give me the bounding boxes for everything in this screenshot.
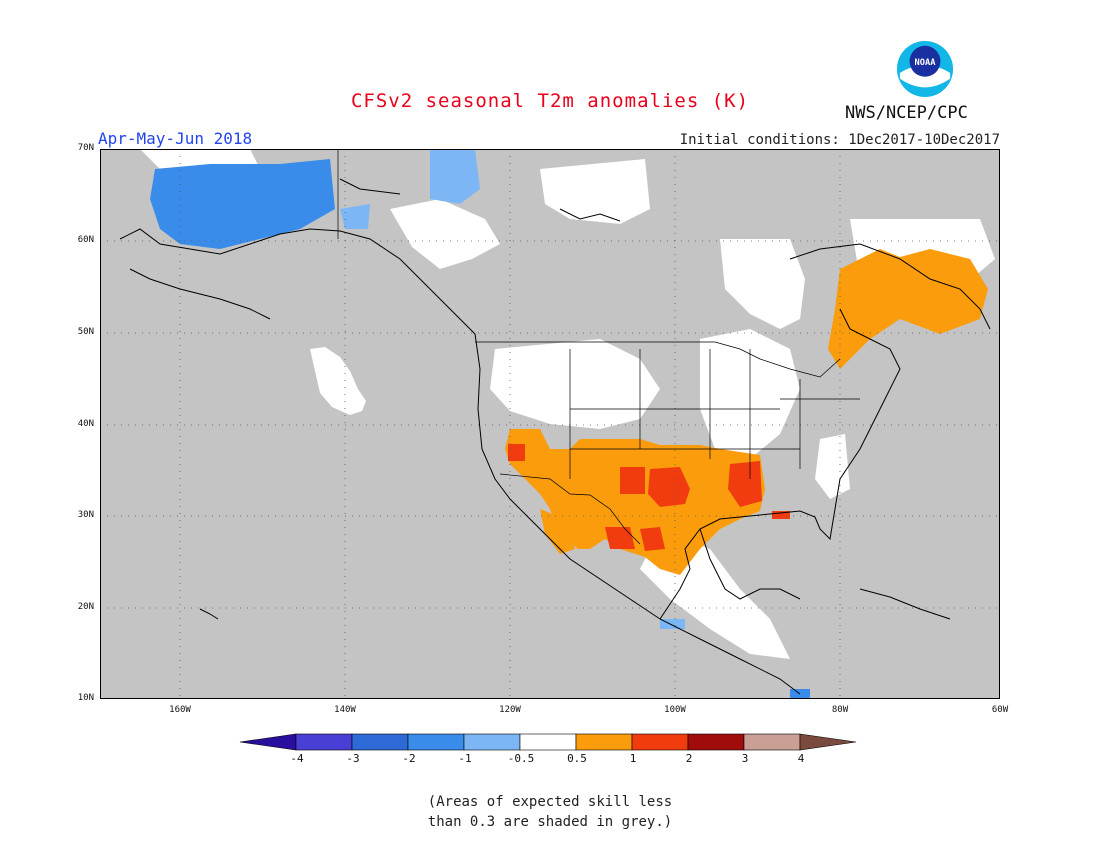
chart-title: CFSv2 seasonal T2m anomalies (K) xyxy=(350,90,750,112)
colorbar-arrow-low xyxy=(239,733,297,751)
political-boundaries xyxy=(337,149,860,545)
colorbar-segment xyxy=(295,733,353,751)
colorbar-segment xyxy=(463,733,521,751)
agency-label: NWS/NCEP/CPC xyxy=(845,103,968,123)
colorbar-label-2: 2 xyxy=(685,752,693,765)
skill-note: (Areas of expected skill less than 0.3 a… xyxy=(0,792,1100,832)
colorbar-label-m1: -1 xyxy=(458,752,472,765)
lat-tick-60n: 60N xyxy=(77,235,94,245)
lat-tick-20n: 20N xyxy=(77,602,94,612)
colorbar-segment xyxy=(631,733,689,751)
colorbar-arrow-high xyxy=(799,733,857,751)
lon-tick-160w: 160W xyxy=(169,705,191,715)
lat-tick-10n: 10N xyxy=(77,693,94,703)
lon-tick-120w: 120W xyxy=(499,705,521,715)
colorbar-label-3: 3 xyxy=(741,752,749,765)
lon-tick-140w: 140W xyxy=(334,705,356,715)
colorbar-segment xyxy=(519,733,577,751)
skill-note-line1: (Areas of expected skill less xyxy=(427,794,673,810)
colorbar-segment xyxy=(351,733,409,751)
lon-tick-100w: 100W xyxy=(664,705,686,715)
colorbar-segment xyxy=(407,733,465,751)
lat-tick-50n: 50N xyxy=(77,327,94,337)
colorbar-segment xyxy=(575,733,633,751)
lon-tick-60w: 60W xyxy=(991,705,1009,715)
noaa-logo: NOAA xyxy=(896,40,954,98)
coastlines xyxy=(119,178,991,695)
colorbar-label-m05: -0.5 xyxy=(507,752,535,765)
colorbar-segment xyxy=(743,733,801,751)
lat-tick-30n: 30N xyxy=(77,510,94,520)
period-label: Apr-May-Jun 2018 xyxy=(98,129,253,148)
colorbar-label-1: 1 xyxy=(629,752,637,765)
skill-note-line2: than 0.3 are shaded in grey.) xyxy=(427,814,673,830)
lat-tick-40n: 40N xyxy=(77,419,94,429)
colorbar xyxy=(239,733,857,751)
colorbar-segment xyxy=(687,733,745,751)
anomaly-map xyxy=(100,149,1000,699)
lat-tick-70n: 70N xyxy=(77,143,94,153)
blue-cool-regions xyxy=(150,149,810,699)
lon-tick-80w: 80W xyxy=(831,705,849,715)
colorbar-label-m4: -4 xyxy=(290,752,304,765)
colorbar-label-05: 0.5 xyxy=(567,752,587,765)
initial-conditions-label: Initial conditions: 1Dec2017-10Dec2017 xyxy=(679,132,1000,148)
red-strong-warm-regions xyxy=(508,444,790,551)
colorbar-label-4: 4 xyxy=(797,752,805,765)
graticule xyxy=(100,149,1000,699)
colorbar-label-m2: -2 xyxy=(402,752,416,765)
colorbar-label-m3: -3 xyxy=(346,752,360,765)
logo-text: NOAA xyxy=(915,58,937,68)
